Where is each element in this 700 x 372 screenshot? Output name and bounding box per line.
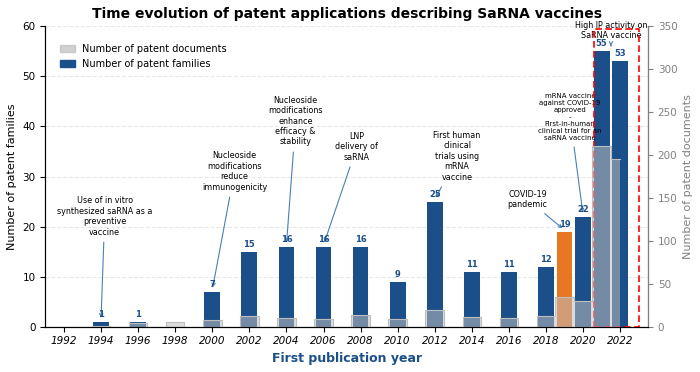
Text: Nucleoside
modifications
enhance
efficacy &
stability: Nucleoside modifications enhance efficac… [268,96,323,241]
X-axis label: First publication year: First publication year [272,352,421,365]
Y-axis label: Number of patent documents: Number of patent documents [683,94,693,259]
Bar [556,232,573,327]
Text: 1: 1 [135,310,141,319]
Bar [612,61,628,327]
Bar [353,247,368,327]
Bar [594,29,639,327]
Text: 16: 16 [318,235,330,244]
Text: 1: 1 [98,310,104,319]
Text: Nucleoside
modifications
reduce
immunogenicity: Nucleoside modifications reduce immunoge… [202,151,267,286]
Text: 53: 53 [615,49,626,58]
Text: COVID-19
pandemic: COVID-19 pandemic [508,190,561,228]
Legend: Number of patent documents, Number of patent families: Number of patent documents, Number of pa… [56,40,231,73]
Text: 25: 25 [429,190,440,199]
Bar [575,217,591,327]
Text: 16: 16 [281,235,293,244]
Text: First human
clinical
trials using
mRNA
vaccine: First human clinical trials using mRNA v… [433,131,481,196]
Text: 11: 11 [503,260,514,269]
Text: Use of in vitro
synthesized saRNA as a
preventive
vaccine: Use of in vitro synthesized saRNA as a p… [57,196,153,317]
Bar [427,202,442,327]
Text: 19: 19 [559,219,570,229]
Bar [241,251,257,327]
Bar [204,292,220,327]
Bar [464,272,480,327]
Text: 22: 22 [578,205,589,214]
Text: 11: 11 [466,260,477,269]
Bar [538,267,554,327]
Text: 9: 9 [395,270,400,279]
Bar [594,51,610,327]
Text: 55: 55 [596,39,608,48]
Text: 7: 7 [209,280,215,289]
Bar [501,272,517,327]
Bar [279,247,294,327]
Title: Time evolution of patent applications describing SaRNA vaccines: Time evolution of patent applications de… [92,7,602,21]
Y-axis label: Number of patent families: Number of patent families [7,103,17,250]
Text: 15: 15 [244,240,256,248]
Bar [316,247,331,327]
Text: mRNA vaccine
against COVID-19
approved
-
First-in-human
clinical trial for an
sa: mRNA vaccine against COVID-19 approved -… [538,93,602,211]
Bar [93,322,109,327]
Bar [130,322,146,327]
Text: 12: 12 [540,255,552,264]
Bar [390,282,405,327]
Text: LNP
delivery of
saRNA: LNP delivery of saRNA [324,132,378,241]
Text: High IP activity on
SaRNA vaccine: High IP activity on SaRNA vaccine [575,21,648,46]
Text: 16: 16 [355,235,367,244]
